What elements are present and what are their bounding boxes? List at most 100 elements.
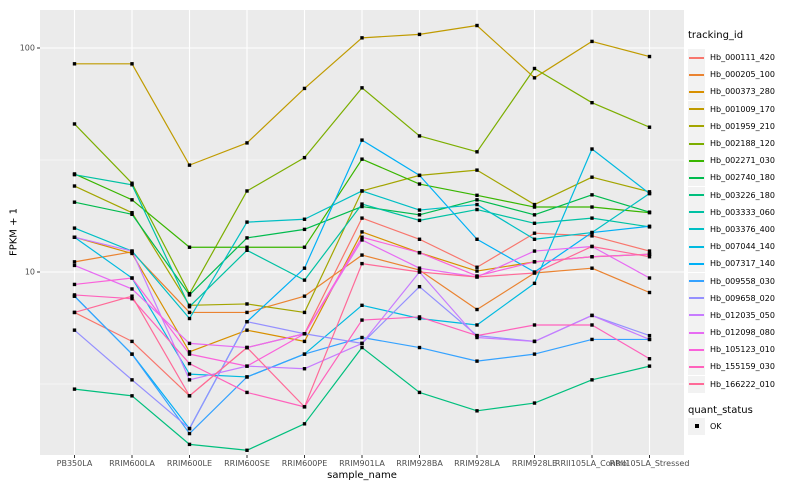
legend-key (688, 169, 705, 187)
quant-legend-item-label: OK (710, 421, 722, 431)
data-point-marker (647, 125, 652, 129)
data-point-marker (647, 249, 652, 253)
legend-item: Hb_000205_100 (688, 66, 800, 84)
legend-line-icon (689, 159, 704, 162)
data-point-marker (532, 205, 537, 209)
data-point-marker (590, 323, 594, 327)
data-point-marker (647, 54, 652, 59)
data-point-marker (590, 100, 594, 105)
data-point-marker (302, 332, 307, 336)
data-point-marker (245, 319, 249, 324)
legend-item-label: Hb_003333_060 (710, 207, 775, 217)
data-point-marker (590, 337, 594, 342)
data-point-marker (590, 147, 594, 151)
black-square-point-icon (694, 424, 699, 429)
data-point-marker (360, 235, 364, 239)
legend-line-icon (689, 331, 704, 334)
data-point-marker (360, 202, 364, 206)
legend-key (688, 306, 705, 324)
data-point-marker (245, 302, 249, 306)
data-point-marker (245, 220, 249, 224)
data-point-marker (475, 323, 479, 327)
data-point-marker (245, 448, 249, 452)
data-point-marker (360, 345, 364, 350)
data-point-marker (360, 303, 364, 308)
data-point-marker (187, 372, 192, 376)
legend-item: Hb_003226_180 (688, 186, 800, 204)
data-point-marker (72, 200, 77, 204)
data-point-marker (647, 210, 652, 214)
legend-line-icon (689, 125, 704, 128)
legend-item-label: Hb_002271_030 (710, 156, 775, 166)
data-point-marker (417, 284, 422, 289)
data-point-marker (417, 345, 422, 350)
data-point-marker (130, 287, 134, 291)
data-point-marker (417, 218, 422, 223)
data-point-marker (417, 213, 422, 217)
data-point-marker (130, 378, 134, 382)
data-point-marker (532, 323, 537, 327)
legend-item: Hb_155159_030 (688, 358, 800, 376)
data-point-marker (590, 378, 594, 382)
data-point-marker (590, 193, 594, 197)
data-point-marker (532, 231, 537, 235)
data-point-marker (532, 76, 537, 80)
data-point-marker (532, 260, 537, 264)
data-point-marker (360, 335, 364, 340)
legend-key (688, 358, 705, 376)
data-point-marker (647, 290, 652, 295)
legend-key (688, 238, 705, 256)
data-point-marker (302, 294, 307, 298)
data-point-marker (187, 310, 192, 315)
x-tick-label: RRIM600PE (282, 459, 328, 468)
legend-line-icon (689, 383, 704, 386)
data-point-marker (590, 266, 594, 270)
data-point-marker (475, 237, 479, 241)
legend-item: Hb_105123_010 (688, 341, 800, 359)
data-point-marker (417, 390, 422, 395)
legend-line-icon (689, 245, 704, 248)
x-tick-label: RRII105LA_Control (555, 459, 629, 468)
legend-key (688, 341, 705, 359)
legend-line-icon (689, 73, 704, 76)
data-point-marker (590, 216, 594, 220)
data-point-marker (302, 310, 307, 315)
data-point-marker (245, 390, 249, 395)
data-point-marker (647, 252, 652, 256)
legend-item: Hb_000373_280 (688, 83, 800, 101)
data-point-marker (130, 251, 134, 256)
data-point-marker (187, 245, 192, 249)
y-tick-label: 100 (20, 44, 35, 53)
x-tick-label: RRIM600SE (224, 459, 270, 468)
data-point-marker (187, 426, 192, 431)
data-point-marker (360, 189, 364, 193)
data-point-marker (647, 357, 652, 361)
data-point-marker (647, 190, 652, 194)
data-point-marker (187, 352, 192, 356)
data-point-marker (187, 341, 192, 346)
legend-key (688, 117, 705, 135)
data-point-marker (187, 442, 192, 447)
legend-item: Hb_007044_140 (688, 238, 800, 256)
legend-item-label: Hb_001009_170 (710, 104, 775, 114)
data-point-marker (532, 221, 537, 225)
data-point-marker (475, 335, 479, 340)
data-point-marker (475, 168, 479, 172)
data-point-marker (590, 39, 594, 44)
data-point-marker (302, 227, 307, 232)
data-point-marker (590, 175, 594, 179)
legend-title-tracking-id: tracking_id (688, 30, 744, 41)
data-point-marker (360, 230, 364, 234)
legend-key (688, 66, 705, 84)
quant-legend-item: OK (688, 417, 800, 435)
data-point-marker (245, 345, 249, 350)
data-point-marker (532, 66, 537, 71)
legend-item-label: Hb_001959_210 (710, 121, 775, 131)
data-point-marker (417, 250, 422, 255)
legend-key (688, 83, 705, 101)
data-point-marker (130, 352, 134, 356)
legend-item-label: Hb_012098_080 (710, 328, 775, 338)
data-point-marker (130, 198, 134, 202)
data-point-marker (532, 352, 537, 356)
